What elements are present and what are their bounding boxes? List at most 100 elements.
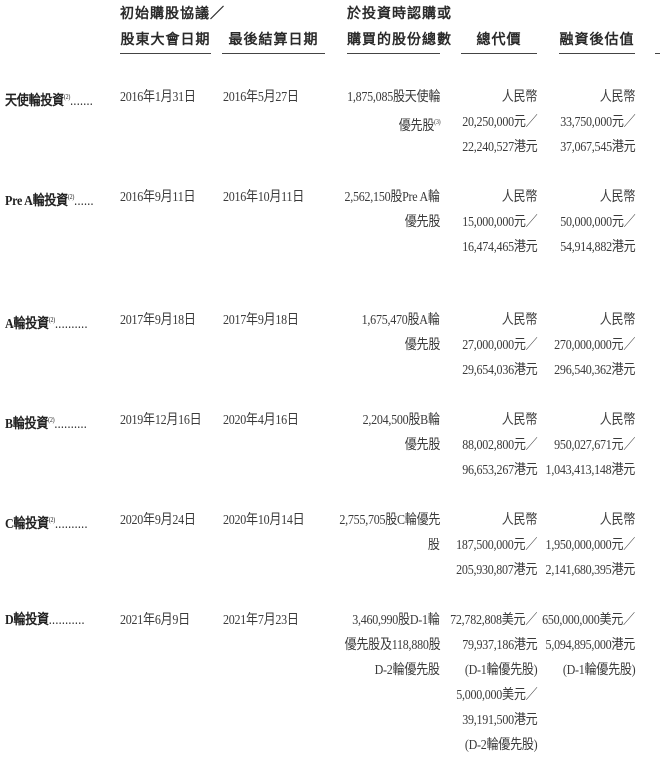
consideration: 79,937,186港元 <box>462 633 537 658</box>
post-money-valuation: 37,067,545港元 <box>560 135 635 160</box>
agreement-date-text: 2021年6月9日 <box>120 613 190 628</box>
header-valuation: 融資後估值 <box>559 33 635 48</box>
consideration: 人民幣 <box>501 408 538 433</box>
consideration: 人民幣 <box>502 185 538 210</box>
agreement-date: 2017年9月18日 <box>120 308 196 333</box>
header-underline <box>461 53 537 54</box>
consideration-text: 16,474,465港元 <box>461 240 537 255</box>
consideration: 96,653,267港元 <box>462 458 537 483</box>
settlement-date: 2020年4月16日 <box>223 408 299 433</box>
footnote-marker: (2) <box>63 93 71 101</box>
shares-total-text: 1,875,085股天使輪 <box>347 90 440 105</box>
row-label-text: 天使輪投資 <box>5 94 64 109</box>
shares-total-text: 1,675,470股A輪 <box>362 313 440 328</box>
settlement-date-text: 2017年9月18日 <box>223 313 299 328</box>
shares-total: D-2輪優先股 <box>375 658 440 683</box>
consideration-text: 72,782,808美元／ <box>450 613 537 628</box>
consideration-text: 人民幣 <box>501 90 538 105</box>
consideration: (D-2輪優先股) <box>464 733 537 758</box>
row-label-text: A輪投資 <box>5 317 49 332</box>
agreement-date-text: 2016年1月31日 <box>120 90 196 105</box>
post-money-valuation-text: 296,540,362港元 <box>554 363 635 378</box>
consideration: 29,654,036港元 <box>462 358 537 383</box>
settlement-date: 2021年7月23日 <box>223 608 299 633</box>
consideration: 20,250,000元／ <box>462 110 537 135</box>
agreement-date: 2019年12月16日 <box>120 408 202 433</box>
consideration: 27,000,000元／ <box>462 333 537 358</box>
consideration-text: 96,653,267港元 <box>461 463 537 478</box>
shares-total-text: 2,755,705股C輪優先 <box>339 513 440 528</box>
shares-total-text: 3,460,990股D-1輪 <box>352 613 441 628</box>
shares-total: 1,675,470股A輪 <box>362 308 440 333</box>
consideration: 72,782,808美元／ <box>450 608 537 633</box>
row-label-text: Pre A輪投資 <box>5 194 68 209</box>
shares-total-text: 優先股 <box>398 119 434 134</box>
consideration: 22,240,527港元 <box>462 135 537 160</box>
post-money-valuation: 人民幣 <box>600 308 636 333</box>
post-money-valuation: 人民幣 <box>599 185 636 210</box>
consideration: 88,002,800元／ <box>462 433 537 458</box>
consideration: 人民幣 <box>501 85 538 110</box>
consideration-text: 27,000,000元／ <box>461 338 537 353</box>
shares-total: 優先股(3) <box>398 110 440 135</box>
consideration-text: 205,930,807港元 <box>456 563 537 578</box>
leader-dots: ...... <box>74 194 94 209</box>
agreement-date: 2021年6月9日 <box>120 608 190 633</box>
consideration: 5,000,000美元／ <box>456 683 537 708</box>
consideration-text: 人民幣 <box>501 413 538 428</box>
post-money-valuation-text: 2,141,680,395港元 <box>545 563 636 578</box>
consideration-text: 39,191,500港元 <box>461 713 537 728</box>
header-settlement-date: 最後結算日期 <box>228 33 319 48</box>
footnote-marker: (2) <box>67 193 75 201</box>
leader-dots: ....... <box>70 94 94 109</box>
shares-total-text: 優先股 <box>404 438 441 453</box>
row-label: A輪投資(2).......... <box>5 308 88 333</box>
shares-total-text: 優先股 <box>404 215 441 230</box>
settlement-date-text: 2016年10月11日 <box>223 190 305 205</box>
consideration-text: (D-1輪優先股) <box>464 663 537 678</box>
post-money-valuation-text: 50,000,000元／ <box>559 215 635 230</box>
post-money-valuation-text: 人民幣 <box>599 190 636 205</box>
header-consideration: 總代價 <box>476 33 522 48</box>
shares-total-text: 股 <box>428 538 440 553</box>
agreement-date: 2020年9月24日 <box>120 508 196 533</box>
post-money-valuation-text: 人民幣 <box>599 513 636 528</box>
agreement-date: 2016年9月11日 <box>120 185 195 210</box>
post-money-valuation: 人民幣 <box>600 85 636 110</box>
consideration-text: 79,937,186港元 <box>461 638 537 653</box>
consideration: 人民幣 <box>502 308 538 333</box>
header-shares: 於投資時認購或 <box>347 7 452 22</box>
post-money-valuation-text: 650,000,000美元／ <box>542 613 635 628</box>
leader-dots: ........... <box>48 613 85 628</box>
footnote-marker: (2) <box>48 316 56 324</box>
shares-total-text: D-2輪優先股 <box>374 663 440 678</box>
post-money-valuation: 5,094,895,000港元 <box>546 633 636 658</box>
settlement-date-text: 2020年10月14日 <box>223 513 305 528</box>
row-label-text: C輪投資 <box>5 517 49 532</box>
post-money-valuation: 296,540,362港元 <box>554 358 635 383</box>
consideration-text: 20,250,000元／ <box>461 115 537 130</box>
agreement-date-text: 2019年12月16日 <box>120 413 202 428</box>
consideration: 人民幣 <box>502 508 538 533</box>
shares-total: 優先股 <box>404 433 441 458</box>
row-label: B輪投資(2).......... <box>5 408 87 433</box>
post-money-valuation: 1,950,000,000元／ <box>546 533 636 558</box>
settlement-date-text: 2020年4月16日 <box>223 413 299 428</box>
shares-total: 2,204,500股B輪 <box>363 408 440 433</box>
row-label: Pre A輪投資(2)...... <box>5 185 94 210</box>
post-money-valuation: 650,000,000美元／ <box>542 608 635 633</box>
footnote-marker: (2) <box>48 416 55 424</box>
post-money-valuation: 950,027,671元／ <box>554 433 635 458</box>
header-underline <box>120 53 211 54</box>
leader-dots: .......... <box>55 317 88 332</box>
consideration-text: 88,002,800元／ <box>461 438 537 453</box>
consideration: 16,474,465港元 <box>462 235 537 260</box>
shares-total: 3,460,990股D-1輪 <box>352 608 441 633</box>
row-label: 天使輪投資(2)....... <box>5 85 93 110</box>
consideration: 205,930,807港元 <box>456 558 537 583</box>
post-money-valuation-text: 1,043,413,148港元 <box>545 463 636 478</box>
footnote-marker: (3) <box>433 118 441 126</box>
consideration-text: 29,654,036港元 <box>461 363 537 378</box>
consideration: (D-1輪優先股) <box>464 658 537 683</box>
post-money-valuation-text: 270,000,000元／ <box>554 338 635 353</box>
